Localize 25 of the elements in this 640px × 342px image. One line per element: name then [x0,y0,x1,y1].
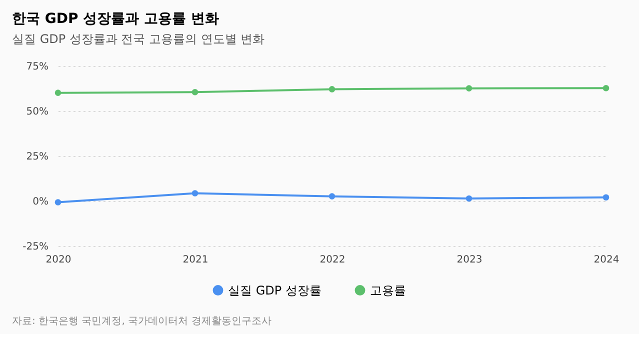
legend-label: 실질 GDP 성장률 [228,283,322,298]
point [466,195,472,202]
chart-title: 한국 GDP 성장률과 고용률 변화 [12,11,219,27]
text: 자료: 한국은행 국민계정, 국가데이터처 경제활동인구조사 [12,316,272,327]
x-tick-label: 2021 [182,254,208,266]
point [328,86,336,92]
point [192,190,198,196]
y-tick-label: 50% [26,106,48,118]
x-tick-label: 2020 [46,254,72,266]
point [602,84,610,92]
y-tick-label: -25% [22,242,48,252]
chart-subtitle: 실질 GDP 성장률과 전국 고용률의 연도별 변화 [12,32,265,46]
point [602,194,610,201]
x-tick-label: 2022 [320,254,346,266]
x-tick-label: 2024 [594,254,620,266]
y-tick-label: 25% [26,152,48,162]
y-tick-label: 75% [26,62,48,72]
point [192,88,198,96]
legend-label: 고용률 [370,283,406,298]
point [328,193,336,200]
x-tick-label: 2023 [456,254,482,266]
y-tick-label: 0% [32,196,48,208]
point [54,199,62,206]
point [466,85,472,92]
point [54,90,62,96]
